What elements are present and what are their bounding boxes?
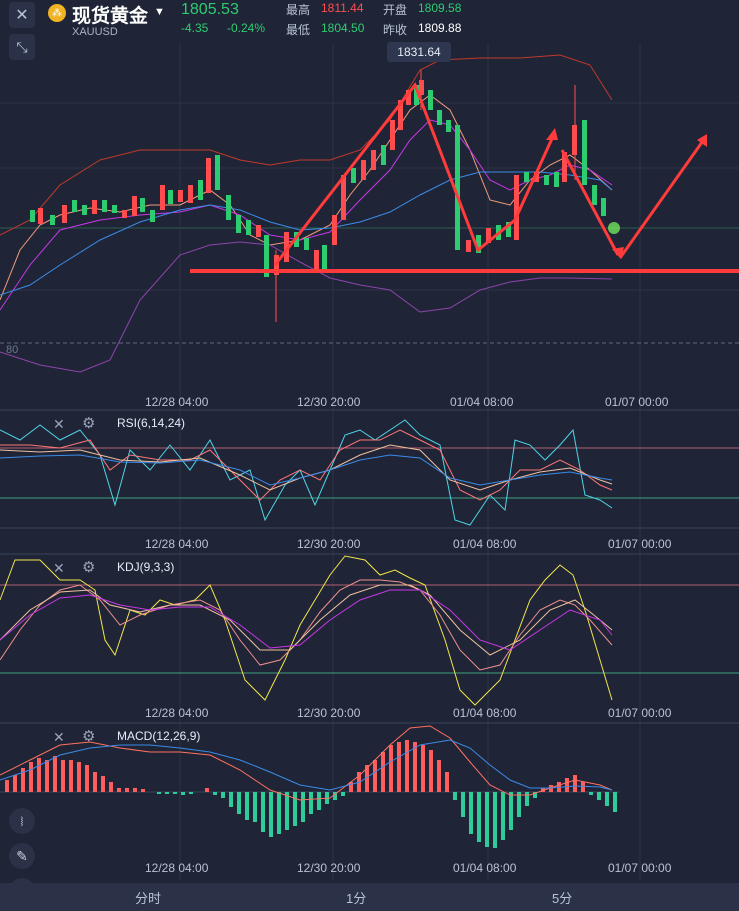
macd-x-tick-4: 01/07 00:00 xyxy=(608,861,672,875)
x-tick-2: 12/30 20:00 xyxy=(297,395,361,409)
macd-panel xyxy=(0,725,620,848)
price-change: -4.35 xyxy=(181,21,209,35)
rsi-label: RSI(6,14,24) xyxy=(117,416,186,430)
timeframe-bar xyxy=(0,883,739,911)
price-change-percent: -0.24% xyxy=(227,21,266,35)
tab-1min[interactable]: 1分 xyxy=(346,891,367,906)
left-price-label: 80 xyxy=(6,344,19,356)
caret-down-icon[interactable]: ▼ xyxy=(154,6,165,18)
close-icon: ✕ xyxy=(15,7,29,24)
max-price-tag xyxy=(387,42,451,62)
kdj-x-tick-4: 01/07 00:00 xyxy=(608,706,672,720)
gold-coin-icon: ⁂ xyxy=(48,4,66,22)
x-tick-3: 01/04 08:00 xyxy=(450,395,514,409)
last-price: 1805.53 xyxy=(181,1,239,18)
x-tick-1: 12/28 04:00 xyxy=(145,395,209,409)
kdj-label: KDJ(9,3,3) xyxy=(117,560,175,574)
open-label: 开盘 xyxy=(383,3,408,17)
close-button[interactable]: ✕ xyxy=(9,2,35,28)
kdj-x-tick-1: 12/28 04:00 xyxy=(145,706,209,720)
ma-blue-line xyxy=(0,171,613,296)
grid xyxy=(0,44,739,880)
rsi-gear-icon[interactable]: ⚙ xyxy=(82,415,96,432)
collapse-button[interactable]: ⤡ xyxy=(9,34,35,60)
collapse-arrows-icon: ⤡ xyxy=(16,38,28,55)
boll-lower-line xyxy=(0,241,613,373)
candlestick-icon: ⧘ xyxy=(20,812,24,829)
low-label: 最低 xyxy=(286,23,311,37)
boll-upper-line xyxy=(0,54,613,236)
high-label: 最高 xyxy=(286,3,311,17)
macd-x-tick-3: 01/04 08:00 xyxy=(453,861,517,875)
header xyxy=(0,0,739,44)
ma-purple-line xyxy=(0,119,613,311)
prev-close-value: 1809.88 xyxy=(418,21,462,35)
rsi-x-tick-2: 12/30 20:00 xyxy=(297,537,361,551)
kdj-x-tick-3: 01/04 08:00 xyxy=(453,706,517,720)
high-value: 1811.44 xyxy=(321,1,364,15)
symbol-code: XAUUSD xyxy=(72,26,118,38)
open-value: 1809.58 xyxy=(418,1,462,15)
tab-intraday[interactable]: 分时 xyxy=(135,891,162,906)
macd-x-tick-1: 12/28 04:00 xyxy=(145,861,209,875)
rsi-x-tick-1: 12/28 04:00 xyxy=(145,537,209,551)
macd-close-icon[interactable]: ✕ xyxy=(53,729,65,745)
macd-label: MACD(12,26,9) xyxy=(117,729,201,743)
macd-x-tick-2: 12/30 20:00 xyxy=(297,861,361,875)
annotation-arrows xyxy=(190,81,739,273)
symbol-name[interactable]: 现货黄金 xyxy=(72,6,149,27)
candlesticks xyxy=(30,70,620,322)
low-value: 1804.50 xyxy=(321,21,365,35)
draw-tool-button[interactable]: ✎ xyxy=(9,843,35,869)
max-price-label: 1831.64 xyxy=(397,45,441,59)
rsi-panel xyxy=(0,419,739,529)
candlestick-tool-button[interactable]: ⧘ xyxy=(9,808,35,834)
rsi-x-tick-4: 01/07 00:00 xyxy=(608,537,672,551)
kdj-close-icon[interactable]: ✕ xyxy=(53,560,65,576)
kdj-x-tick-2: 12/30 20:00 xyxy=(297,706,361,720)
tab-5min[interactable]: 5分 xyxy=(552,891,573,906)
macd-gear-icon[interactable]: ⚙ xyxy=(82,728,96,745)
kdj-panel xyxy=(0,555,739,706)
x-tick-4: 01/07 00:00 xyxy=(605,395,669,409)
rsi-x-tick-3: 01/04 08:00 xyxy=(453,537,517,551)
pencil-icon: ✎ xyxy=(16,847,28,864)
rsi-close-icon[interactable]: ✕ xyxy=(53,416,65,432)
prev-close-label: 昨收 xyxy=(383,23,408,37)
kdj-gear-icon[interactable]: ⚙ xyxy=(82,559,96,576)
